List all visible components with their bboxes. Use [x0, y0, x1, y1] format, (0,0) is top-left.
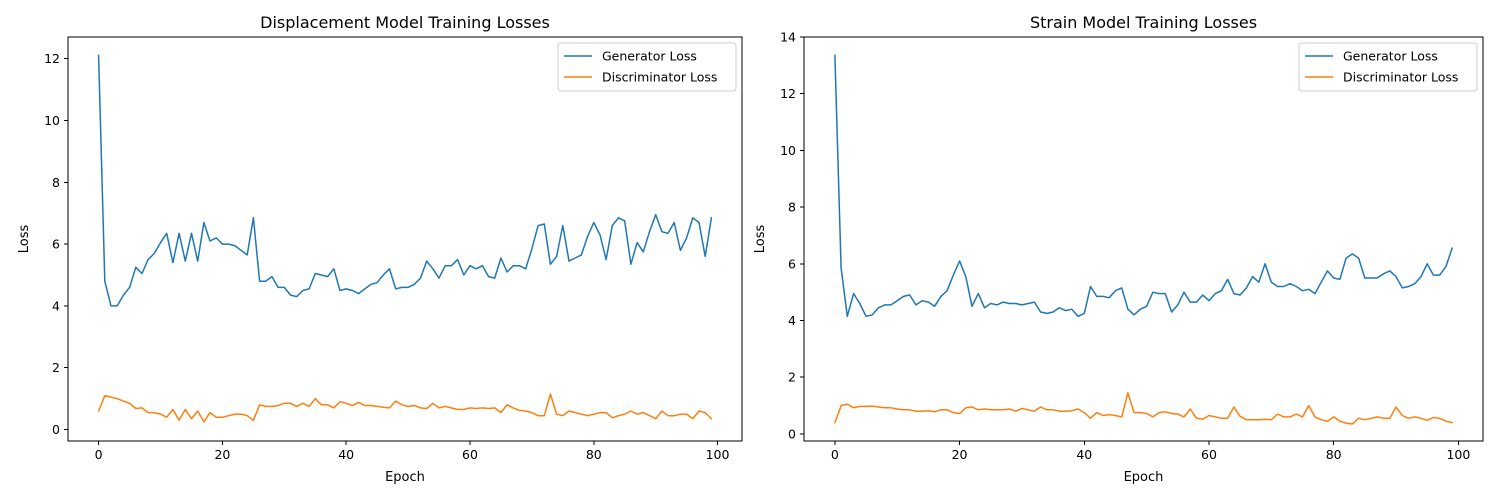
x-tick-label: 20 [214, 447, 230, 462]
x-tick-label: 20 [952, 447, 968, 462]
y-tick-label: 4 [788, 313, 796, 328]
legend-label-discriminator: Discriminator Loss [1343, 70, 1458, 85]
series-line-generator [834, 54, 1454, 318]
y-tick-label: 12 [44, 51, 60, 66]
x-tick-label: 40 [1076, 447, 1092, 462]
x-axis-title: Epoch [1124, 470, 1164, 485]
series-line-discriminator [833, 392, 1453, 425]
strain-loss-chart: Strain Model Training Losses 0 20 40 60 80 10… [753, 13, 1484, 485]
y-tick-label: 8 [788, 200, 796, 215]
series-line-generator [97, 54, 713, 307]
legend-label-discriminator: Discriminator Loss [602, 70, 717, 85]
chart-title: Displacement Model Training Losses [260, 13, 550, 32]
y-tick-label: 6 [788, 256, 796, 271]
x-tick-label: 60 [1201, 447, 1217, 462]
y-tick-label: 0 [788, 426, 796, 441]
axes-frame [803, 36, 1484, 442]
axes-frame [67, 36, 743, 442]
series-line-discriminator [97, 393, 713, 423]
axes: 0 20 40 60 80 100 0 2 4 6 8 10 12 14 [780, 30, 1484, 462]
y-tick-label: 2 [788, 370, 796, 385]
x-tick-label: 80 [1326, 447, 1342, 462]
legend-frame [557, 42, 737, 92]
plot-area [97, 54, 713, 423]
y-tick-label: 0 [52, 422, 60, 437]
legend-label-generator: Generator Loss [602, 49, 697, 64]
x-tick-label: 0 [95, 447, 103, 462]
x-tick-label: 100 [706, 447, 730, 462]
x-tick-label: 40 [338, 447, 354, 462]
y-tick-label: 10 [780, 143, 796, 158]
plot-area [833, 54, 1454, 425]
displacement-loss-chart: Displacement Model Training Losses 0 20 40… [17, 13, 743, 485]
x-tick-label: 0 [831, 447, 839, 462]
y-axis-title: Loss [17, 225, 32, 254]
y-tick-label: 6 [52, 237, 60, 252]
y-tick-label: 12 [780, 86, 796, 101]
x-axis-title: Epoch [385, 470, 425, 485]
legend: Generator Loss Discriminator Loss [1298, 42, 1478, 92]
y-axis-title: Loss [753, 225, 768, 254]
legend: Generator Loss Discriminator Loss [557, 42, 737, 92]
x-tick-label: 60 [462, 447, 478, 462]
x-tick-label: 80 [586, 447, 602, 462]
chart-title: Strain Model Training Losses [1030, 13, 1257, 32]
x-tick-label: 100 [1446, 447, 1470, 462]
legend-label-generator: Generator Loss [1343, 49, 1438, 64]
y-tick-label: 14 [780, 30, 796, 45]
y-tick-label: 4 [52, 298, 60, 313]
y-tick-label: 2 [52, 360, 60, 375]
axes: 0 20 40 60 80 100 0 2 4 6 8 10 12 [44, 36, 743, 462]
y-tick-label: 8 [52, 175, 60, 190]
legend-frame [1298, 42, 1478, 92]
y-tick-label: 10 [44, 113, 60, 128]
